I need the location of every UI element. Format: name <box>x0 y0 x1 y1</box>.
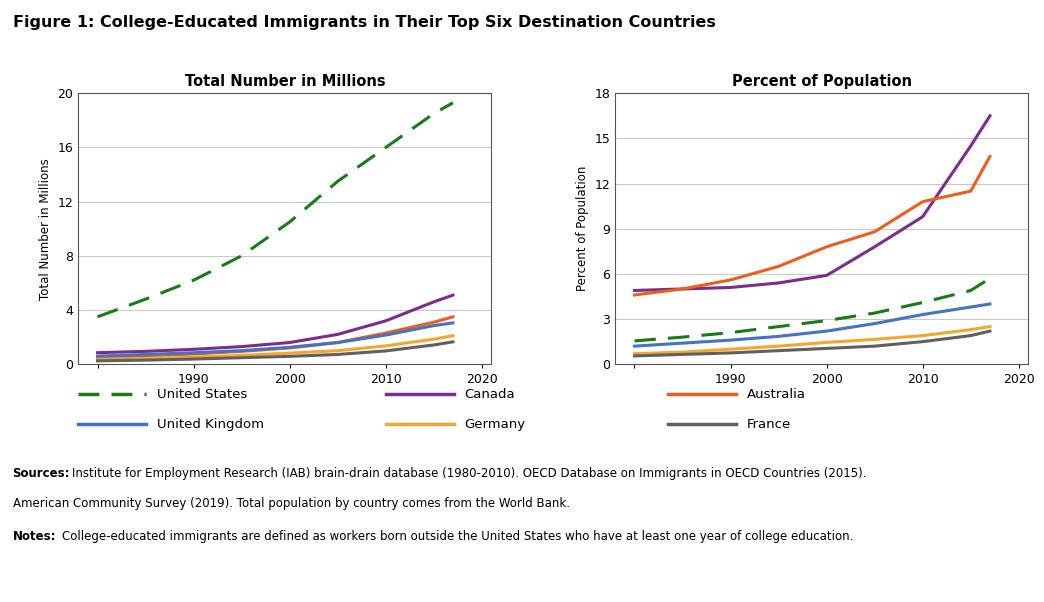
Y-axis label: Total Number in Millions: Total Number in Millions <box>39 158 52 300</box>
Text: Sources:: Sources: <box>13 467 70 480</box>
Text: Notes:: Notes: <box>13 530 56 543</box>
Text: Institute for Employment Research (IAB) brain-drain database (1980-2010). OECD D: Institute for Employment Research (IAB) … <box>72 467 867 480</box>
Title: Total Number in Millions: Total Number in Millions <box>185 75 385 89</box>
Text: Canada: Canada <box>465 388 515 401</box>
Text: College-educated immigrants are defined as workers born outside the United State: College-educated immigrants are defined … <box>62 530 853 543</box>
Text: United States: United States <box>157 388 246 401</box>
Text: American Community Survey (2019). Total population by country comes from the Wor: American Community Survey (2019). Total … <box>13 497 570 510</box>
Y-axis label: Percent of Population: Percent of Population <box>576 166 589 291</box>
Text: United Kingdom: United Kingdom <box>157 418 263 431</box>
Text: Figure 1: College-Educated Immigrants in Their Top Six Destination Countries: Figure 1: College-Educated Immigrants in… <box>13 15 715 30</box>
Title: Percent of Population: Percent of Population <box>732 75 911 89</box>
Text: Australia: Australia <box>746 388 806 401</box>
Text: France: France <box>746 418 790 431</box>
Text: Germany: Germany <box>465 418 526 431</box>
